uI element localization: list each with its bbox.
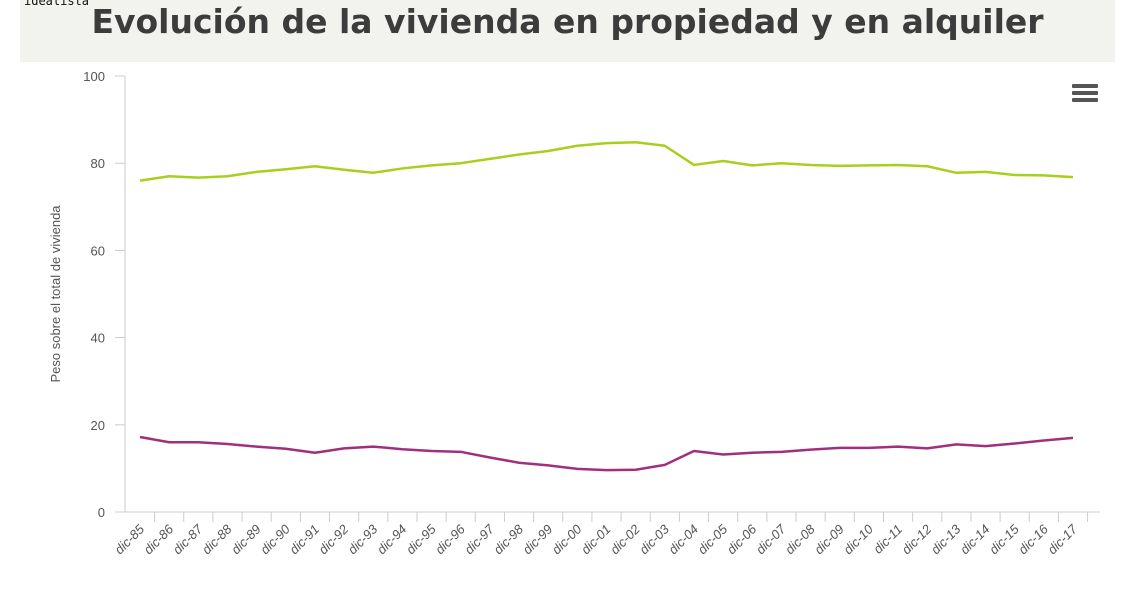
y-tick-label: 40: [91, 331, 105, 346]
x-tick-label: dic-13: [928, 521, 964, 557]
x-tick-label: dic-17: [1044, 521, 1080, 557]
y-tick-label: 100: [83, 69, 105, 84]
x-tick-label: dic-12: [899, 521, 935, 557]
x-tick-label: dic-96: [432, 521, 468, 557]
x-tick-label: dic-99: [520, 522, 556, 558]
x-tick-label: dic-10: [840, 521, 876, 557]
x-tick-label: dic-89: [228, 522, 264, 558]
x-tick-label: dic-02: [607, 521, 643, 557]
x-tick-label: dic-93: [345, 521, 381, 557]
x-tick-label: dic-03: [636, 521, 672, 557]
x-tick-label: dic-11: [870, 522, 905, 557]
brand-logo: idealista: [24, 0, 90, 8]
x-tick-label: dic-97: [461, 521, 497, 557]
y-tick-label: 0: [98, 505, 105, 520]
series-line-0: [139, 141, 1074, 182]
x-tick-label: dic-15: [986, 521, 1022, 557]
hamburger-icon[interactable]: [1072, 84, 1098, 104]
x-tick-label: dic-05: [695, 521, 731, 557]
x-tick-label: dic-85: [111, 521, 147, 557]
x-tick-label: dic-86: [141, 521, 177, 557]
x-tick-label: dic-08: [782, 521, 818, 557]
x-tick-label: dic-95: [403, 521, 439, 557]
x-tick-label: dic-14: [957, 522, 993, 558]
x-tick-label: dic-94: [374, 522, 410, 558]
x-tick-label: dic-09: [811, 522, 847, 558]
x-tick-label: dic-01: [578, 522, 614, 558]
x-tick-label: dic-07: [753, 521, 789, 557]
x-tick-label: dic-16: [1015, 521, 1051, 557]
x-tick-label: dic-88: [199, 521, 235, 557]
y-axis-label: Peso sobre el total de vivienda: [48, 205, 63, 383]
x-tick-label: dic-00: [549, 521, 585, 557]
x-tick-label: dic-98: [490, 521, 526, 557]
x-tick-label: dic-91: [286, 522, 322, 558]
x-tick-label: dic-06: [724, 521, 760, 557]
x-tick-label: dic-92: [316, 521, 352, 557]
y-tick-label: 80: [91, 156, 105, 171]
title-banner: Evolución de la vivienda en propiedad y …: [20, 0, 1115, 62]
y-tick-label: 60: [91, 243, 105, 258]
x-tick-label: dic-90: [257, 521, 293, 557]
x-tick-label: dic-87: [170, 521, 206, 557]
chart-title: Evolución de la vivienda en propiedad y …: [91, 2, 1044, 41]
y-tick-label: 20: [91, 418, 105, 433]
x-tick-label: dic-04: [665, 522, 701, 558]
series-line-1: [139, 435, 1074, 472]
